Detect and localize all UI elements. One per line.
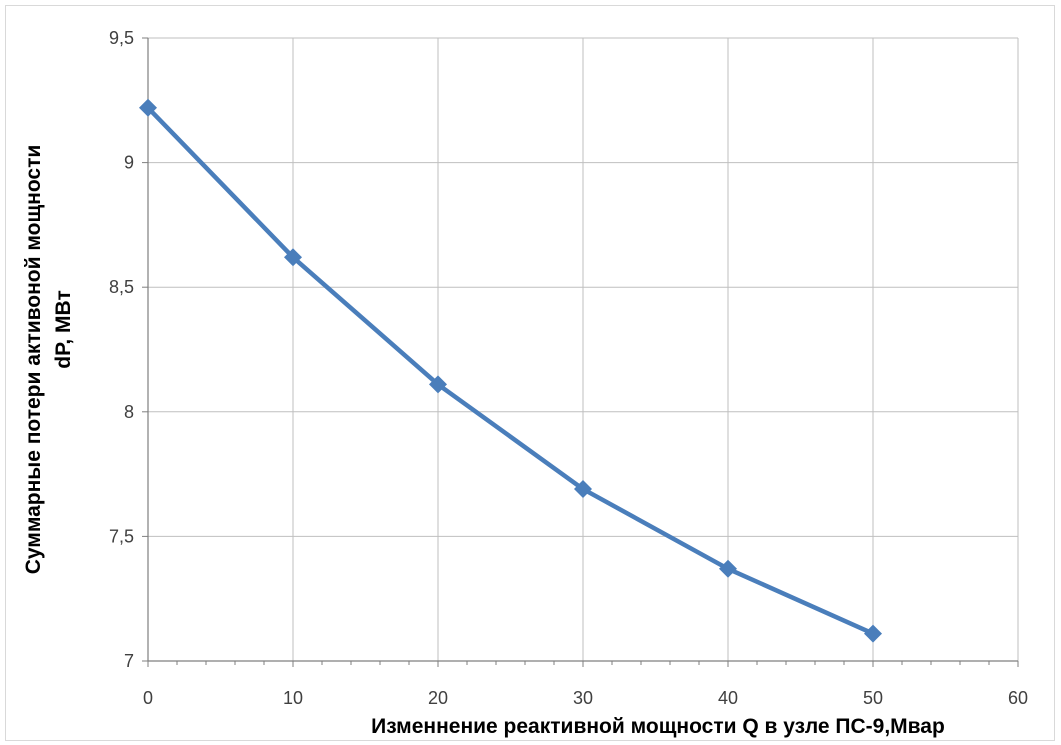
- x-tick-label: 60: [1008, 688, 1028, 708]
- x-tick-label: 40: [718, 688, 738, 708]
- y-tick-label: 9: [124, 153, 134, 173]
- x-tick-label: 20: [428, 688, 448, 708]
- y-axis-title-line1: Суммарные потери активоной мощности: [22, 145, 45, 575]
- labels: Изменнение реактивной мощности Q в узле …: [22, 28, 1028, 738]
- data-point-marker: [429, 375, 447, 394]
- x-tick-label: 50: [863, 688, 883, 708]
- data-point-marker: [719, 559, 737, 578]
- y-tick-label: 8,5: [109, 277, 134, 297]
- data-point-marker: [284, 248, 302, 267]
- x-axis-title: Изменнение реактивной мощности Q в узле …: [371, 715, 945, 738]
- y-axis-title-line2: dP, МВт: [52, 290, 75, 368]
- y-tick-label: 7,5: [109, 526, 134, 546]
- data-point-marker: [864, 624, 882, 643]
- y-tick-label: 7: [124, 651, 134, 671]
- y-tick-label: 8: [124, 402, 134, 422]
- x-tick-label: 30: [573, 688, 593, 708]
- data-point-marker: [139, 98, 157, 117]
- x-tick-label: 0: [143, 688, 153, 708]
- data-point-marker: [574, 480, 592, 499]
- x-tick-label: 10: [283, 688, 303, 708]
- chart-frame: [5, 5, 1055, 741]
- grid: [148, 37, 1019, 661]
- series-line: [146, 106, 874, 636]
- series: [139, 98, 882, 643]
- axes: [142, 37, 1019, 667]
- y-tick-label: 9,5: [109, 28, 134, 48]
